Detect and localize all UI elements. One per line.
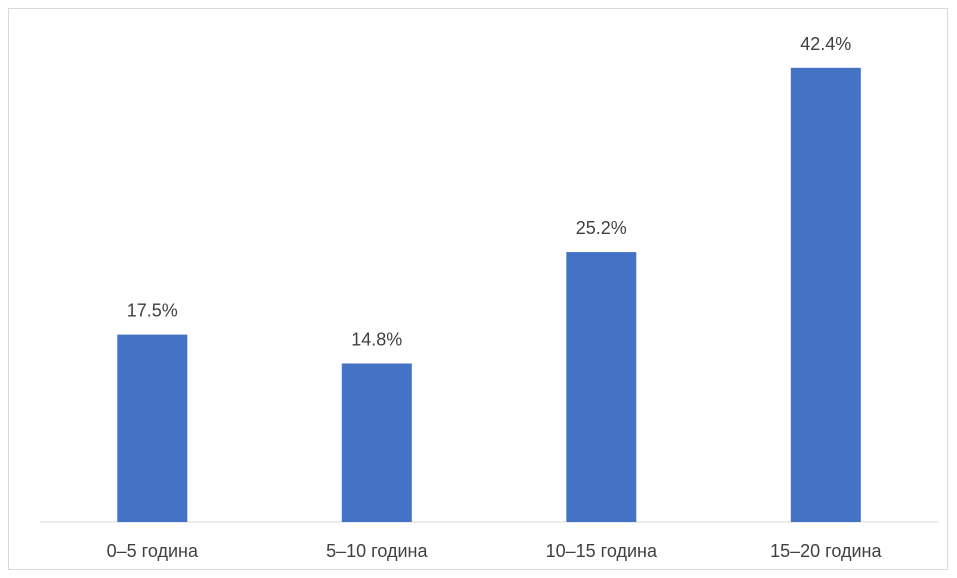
bars-group [117, 67, 861, 523]
x-tick-label-1: 0–5 година [107, 541, 199, 561]
bar-4 [790, 67, 861, 523]
data-label-4: 42.4% [800, 34, 851, 54]
x-tick-label-3: 10–15 година [546, 541, 658, 561]
data-label-3: 25.2% [576, 218, 627, 238]
x-tick-label-2: 5–10 година [326, 541, 428, 561]
bar-2 [341, 363, 412, 522]
x-tick-label-4: 15–20 година [770, 541, 882, 561]
data-label-2: 14.8% [351, 330, 402, 350]
x-tick-labels-group: 0–5 година 5–10 година 10–15 година 15–20 г… [107, 541, 883, 561]
data-label-1: 17.5% [127, 301, 178, 321]
bar-1 [117, 334, 188, 522]
data-labels-group: 17.5% 14.8% 25.2% 42.4% [127, 34, 852, 350]
bar-3 [566, 252, 637, 522]
